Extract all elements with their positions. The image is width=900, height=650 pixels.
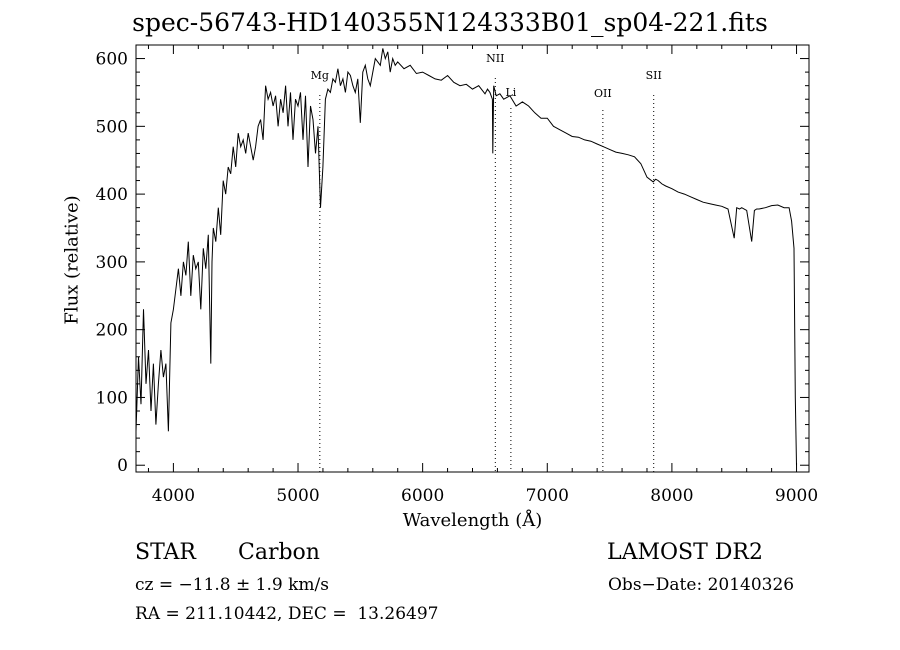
y-axis-label: Flux (relative) (61, 195, 83, 325)
y-tick-label: 100 (96, 388, 128, 408)
spectrum-series-line (135, 48, 797, 466)
spectral-line-label: NII (486, 52, 504, 65)
y-tick-label: 0 (117, 456, 128, 476)
x-tick-label: 8000 (650, 486, 693, 506)
plot-frame (135, 44, 810, 473)
spectral-line-label: Li (505, 86, 516, 99)
ra-dec-coordinates: RA = 211.10442, DEC = 13.26497 (135, 604, 439, 624)
x-tick-label: 5000 (276, 486, 319, 506)
spectral-line-label: SII (646, 69, 662, 82)
x-tick-label: 4000 (152, 486, 195, 506)
y-tick-label: 500 (96, 117, 128, 137)
redshift-cz: cz = −11.8 ± 1.9 km/s (135, 575, 329, 595)
y-tick-label: 300 (96, 253, 128, 273)
chart-title: spec-56743-HD140355N124333B01_sp04-221.f… (132, 8, 768, 37)
x-tick-label: 7000 (526, 486, 569, 506)
survey-name: LAMOST DR2 (607, 540, 763, 565)
x-tick-label: 9000 (775, 486, 818, 506)
y-tick-label: 600 (96, 50, 128, 70)
object-subclass: Carbon (238, 540, 320, 565)
object-class: STAR (135, 540, 196, 565)
x-axis-label: Wavelength (Å) (402, 510, 543, 531)
y-tick-label: 400 (96, 185, 128, 205)
observation-date: Obs−Date: 20140326 (608, 575, 795, 595)
y-tick-label: 200 (96, 321, 128, 341)
spectral-line-label: Mg (311, 69, 329, 82)
spectral-line-label: OII (594, 87, 612, 100)
x-tick-label: 6000 (401, 486, 444, 506)
